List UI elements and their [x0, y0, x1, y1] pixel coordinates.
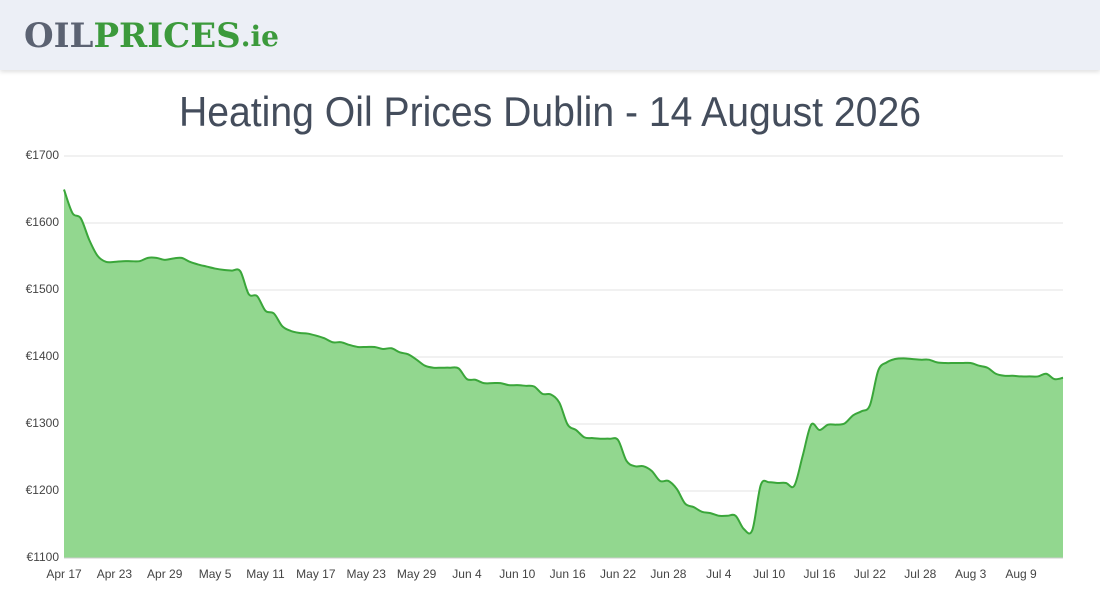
- x-tick-label: Jul 28: [904, 567, 936, 581]
- x-tick-label: Jul 10: [753, 567, 785, 581]
- y-tick-label: €1600: [26, 215, 60, 229]
- y-tick-label: €1500: [26, 282, 60, 296]
- x-tick-label: May 23: [347, 567, 387, 581]
- x-tick-label: Jul 22: [854, 567, 886, 581]
- x-tick-label: Aug 3: [955, 567, 987, 581]
- x-tick-label: May 17: [296, 567, 336, 581]
- y-tick-label: €1400: [26, 349, 60, 363]
- logo-first: OIL: [24, 16, 94, 56]
- chart-title: Heating Oil Prices Dublin - 14 August 20…: [179, 88, 921, 135]
- x-tick-label: Jun 16: [550, 567, 586, 581]
- x-tick-label: May 29: [397, 567, 437, 581]
- logo[interactable]: OILPRICES.ie: [24, 16, 279, 56]
- x-tick-label: Jun 22: [600, 567, 636, 581]
- x-tick-label: Jun 10: [499, 567, 535, 581]
- x-tick-label: Apr 17: [46, 567, 82, 581]
- x-tick-label: May 5: [199, 567, 232, 581]
- header-bar: [0, 0, 1100, 70]
- x-tick-label: Apr 29: [147, 567, 183, 581]
- y-tick-label: €1700: [26, 148, 60, 162]
- area-fill: [64, 189, 1063, 558]
- x-tick-label: Jun 4: [452, 567, 482, 581]
- x-tick-label: May 11: [246, 567, 285, 581]
- x-tick-label: Jun 28: [650, 567, 686, 581]
- logo-suffix: .ie: [241, 20, 279, 53]
- line: [63, 189, 1064, 535]
- x-tick-label: Apr 23: [97, 567, 133, 581]
- x-tick-label: Aug 9: [1005, 567, 1037, 581]
- logo-second: PRICES: [93, 16, 240, 56]
- x-tick-label: Jul 16: [804, 567, 836, 581]
- x-tick-label: Jul 4: [706, 567, 732, 581]
- y-tick-label: €1100: [27, 550, 60, 564]
- y-tick-label: €1300: [26, 416, 60, 430]
- y-tick-label: €1200: [26, 483, 60, 497]
